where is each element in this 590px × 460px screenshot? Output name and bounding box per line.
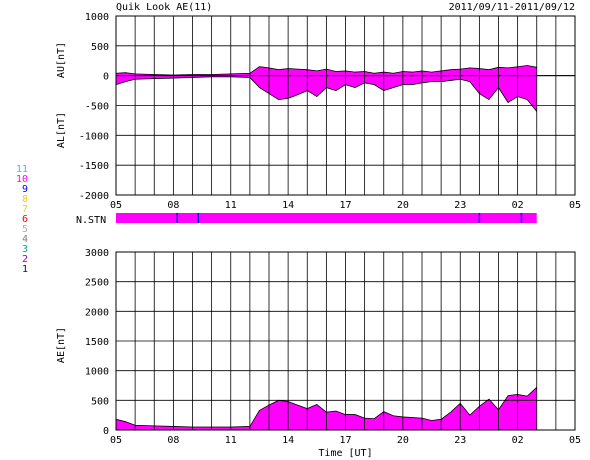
nstn-label: N.STN (76, 215, 106, 226)
station-legend-entry: 7 (22, 204, 28, 215)
series-au-line (115, 65, 537, 76)
upper-ytick-label: -1000 (79, 131, 109, 142)
upper-xtick-label: 02 (512, 200, 524, 211)
series-ae-line (115, 386, 538, 428)
station-legend-entry: 3 (22, 244, 28, 255)
ae-axis-label: AE[nT] (56, 327, 67, 363)
station-legend-entry: 10 (16, 174, 28, 185)
upper-ytick-label: 1000 (85, 12, 109, 23)
upper-xtick-label: 11 (225, 200, 237, 211)
lower-ytick-label: 1000 (85, 367, 109, 378)
series-al-line (115, 76, 538, 112)
upper-xtick-label: 23 (454, 200, 466, 211)
upper-ytick-label: 500 (91, 42, 109, 53)
date-range: 2011/09/11-2011/09/12 (449, 2, 575, 13)
station-legend-entry: 9 (22, 184, 28, 195)
upper-xtick-label: 08 (167, 200, 179, 211)
lower-xtick-label: 08 (167, 435, 179, 446)
station-count-panel: N.STN (76, 213, 537, 226)
upper-xtick-label: 20 (397, 200, 409, 211)
lower-xtick-label: 20 (397, 435, 409, 446)
lower-xtick-label: 02 (512, 435, 524, 446)
upper-ytick-label: 0 (103, 72, 109, 83)
station-legend-entry: 4 (22, 234, 28, 245)
station-legend-entry: 6 (22, 214, 28, 225)
lower-xtick-label: 23 (454, 435, 466, 446)
x-axis-label: Time [UT] (318, 448, 372, 459)
lower-ytick-label: 500 (91, 396, 109, 407)
au-axis-label: AU[nT] (56, 42, 67, 78)
lower-ytick-label: 2500 (85, 278, 109, 289)
chart-title: Quik Look AE(11) (116, 2, 212, 13)
lower-xtick-label: 11 (225, 435, 237, 446)
lower-ytick-label: 1500 (85, 337, 109, 348)
upper-ytick-label: -500 (85, 102, 109, 113)
upper-ytick-label: -1500 (79, 161, 109, 172)
station-legend-entry: 8 (22, 194, 28, 205)
upper-xtick-label: 05 (110, 200, 122, 211)
nstn-bar (116, 213, 537, 223)
station-legend-entry: 11 (16, 164, 28, 175)
upper-xtick-label: 17 (339, 200, 351, 211)
lower-xtick-label: 05 (110, 435, 122, 446)
al-axis-label: AL[nT] (56, 112, 67, 148)
upper-ytick-label: -2000 (79, 191, 109, 202)
lower-ytick-label: 0 (103, 426, 109, 437)
lower-ytick-label: 2000 (85, 307, 109, 318)
lower-xtick-label: 17 (339, 435, 351, 446)
upper-xtick-label: 14 (282, 200, 294, 211)
upper-frame (115, 15, 576, 196)
upper-xtick-label: 05 (569, 200, 581, 211)
station-legend-entry: 5 (22, 224, 28, 235)
lower-frame (115, 251, 576, 431)
station-legend-entry: 1 (22, 264, 28, 275)
station-legend-entry: 2 (22, 254, 28, 265)
lower-ytick-label: 3000 (85, 248, 109, 259)
lower-xtick-label: 14 (282, 435, 294, 446)
lower-xtick-label: 05 (569, 435, 581, 446)
